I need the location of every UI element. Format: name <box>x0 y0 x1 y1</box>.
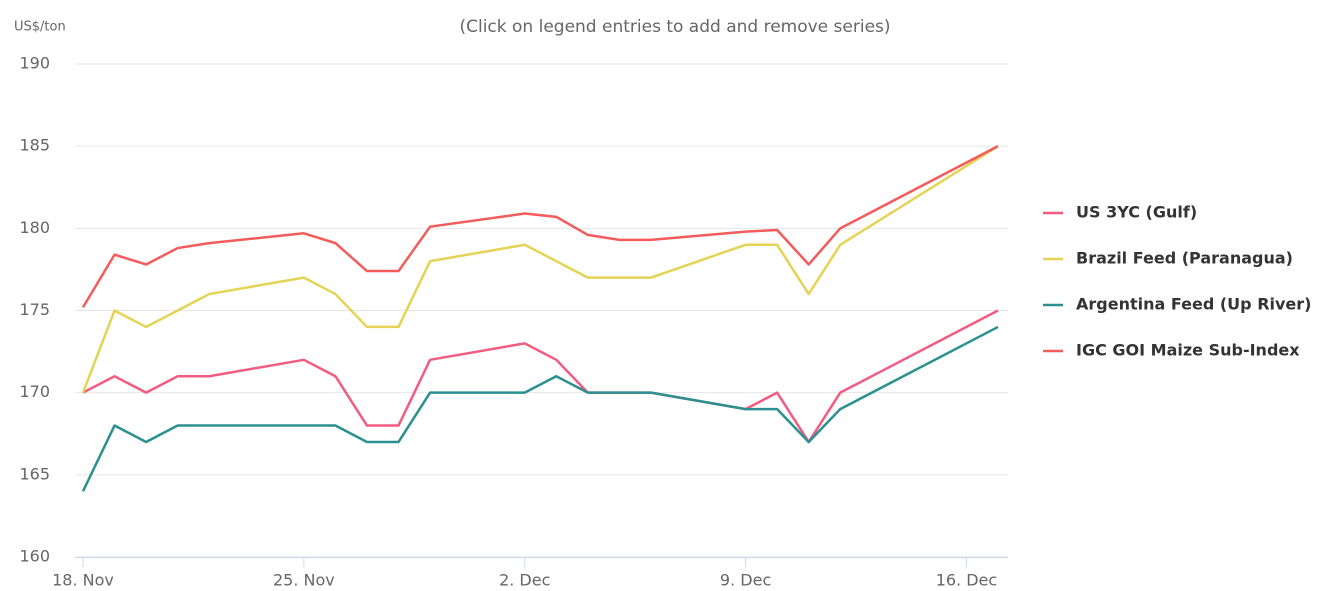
y-tick-label: 180 <box>19 218 50 237</box>
subtitle: (Click on legend entries to add and remo… <box>459 17 890 37</box>
x-tick-label: 16. Dec <box>936 571 998 590</box>
y-tick-label: 165 <box>19 464 50 483</box>
legend-item[interactable]: IGC GOI Maize Sub-Index <box>1043 341 1300 360</box>
x-tick-label: 2. Dec <box>499 571 550 590</box>
y-tick-label: 160 <box>19 547 50 566</box>
series-line <box>81 145 999 308</box>
y-tick-label: 185 <box>19 136 50 155</box>
legend-item[interactable]: Argentina Feed (Up River) <box>1043 295 1311 314</box>
x-tick-label: 18. Nov <box>52 571 114 590</box>
y-tick-label: 170 <box>19 382 50 401</box>
series-line <box>81 325 999 492</box>
series-line <box>82 309 999 444</box>
y-tick-label: 175 <box>19 300 50 319</box>
legend-label[interactable]: Brazil Feed (Paranagua) <box>1076 249 1293 268</box>
series-line <box>81 145 999 394</box>
x-tick-label: 9. Dec <box>720 571 771 590</box>
legend: US 3YC (Gulf) Brazil Feed (Paranagua) Arge… <box>1043 203 1311 360</box>
legend-label[interactable]: Argentina Feed (Up River) <box>1076 295 1311 314</box>
legend-label[interactable]: IGC GOI Maize Sub-Index <box>1076 341 1300 360</box>
legend-item[interactable]: US 3YC (Gulf) <box>1043 203 1197 222</box>
y-axis-label: US$/ton <box>14 20 66 35</box>
y-tick-label: 190 <box>19 54 50 73</box>
legend-label[interactable]: US 3YC (Gulf) <box>1076 203 1197 222</box>
legend-item[interactable]: Brazil Feed (Paranagua) <box>1043 249 1293 268</box>
x-tick-label: 25. Nov <box>273 571 335 590</box>
